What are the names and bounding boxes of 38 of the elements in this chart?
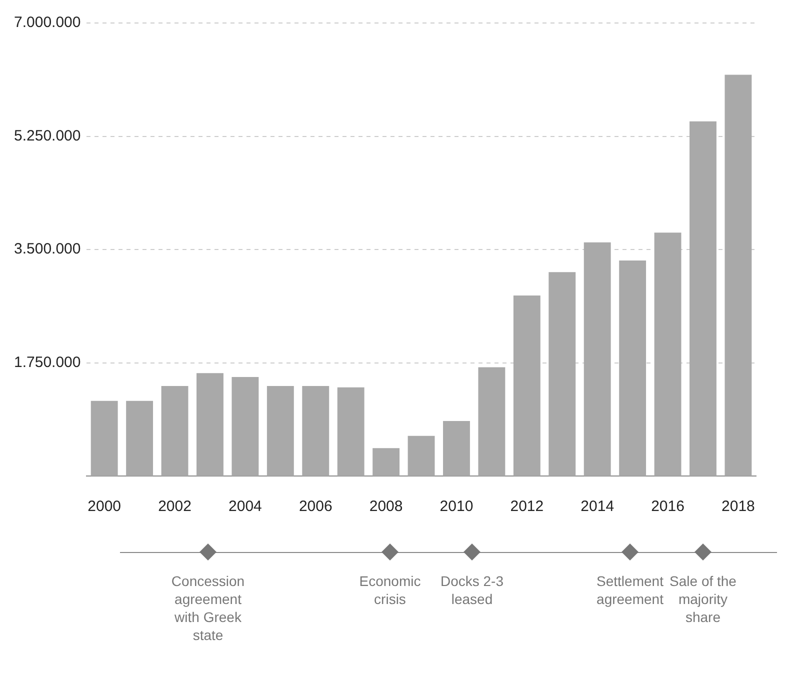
bar [302,386,330,476]
bar [443,420,470,476]
text: Economic crisis [358,572,422,608]
x-tick-label: 2008 [369,498,403,516]
text: Settlement agreement [596,572,664,608]
y-tick-label: 5.250.000 [14,127,81,144]
x-tick-label: 2014 [580,498,614,516]
bar [513,295,540,476]
bar [408,436,435,476]
bar [548,272,576,476]
x-tick-label: 2004 [228,498,262,516]
bar [266,386,294,476]
text: Sale of the majority share [668,572,738,626]
bar [232,376,259,476]
bar [654,232,682,476]
bar [619,260,646,476]
bar [161,386,188,476]
text: Docks 2-3 leased [439,572,505,608]
y-tick-label: 7.000.000 [14,14,81,32]
x-tick-label: 2000 [88,498,122,516]
x-tick-label: 2018 [722,498,755,516]
x-tick-label: 2006 [298,498,332,516]
bar [90,400,118,476]
bar [196,373,224,476]
bar [478,367,506,476]
bar [724,74,752,476]
bar [372,448,400,476]
bar [584,242,611,476]
y-tick-label: 1.750.000 [14,354,81,371]
x-tick-label: 2016 [651,498,684,516]
y-tick-label: 3.500.000 [14,240,81,258]
text: Concession agreement with Greek state [170,572,246,644]
x-tick-label: 2012 [510,498,544,516]
bar [690,121,716,476]
x-tick-label: 2002 [158,498,192,516]
x-tick-label: 2010 [440,498,474,516]
bar [337,387,364,476]
bar [126,400,154,476]
